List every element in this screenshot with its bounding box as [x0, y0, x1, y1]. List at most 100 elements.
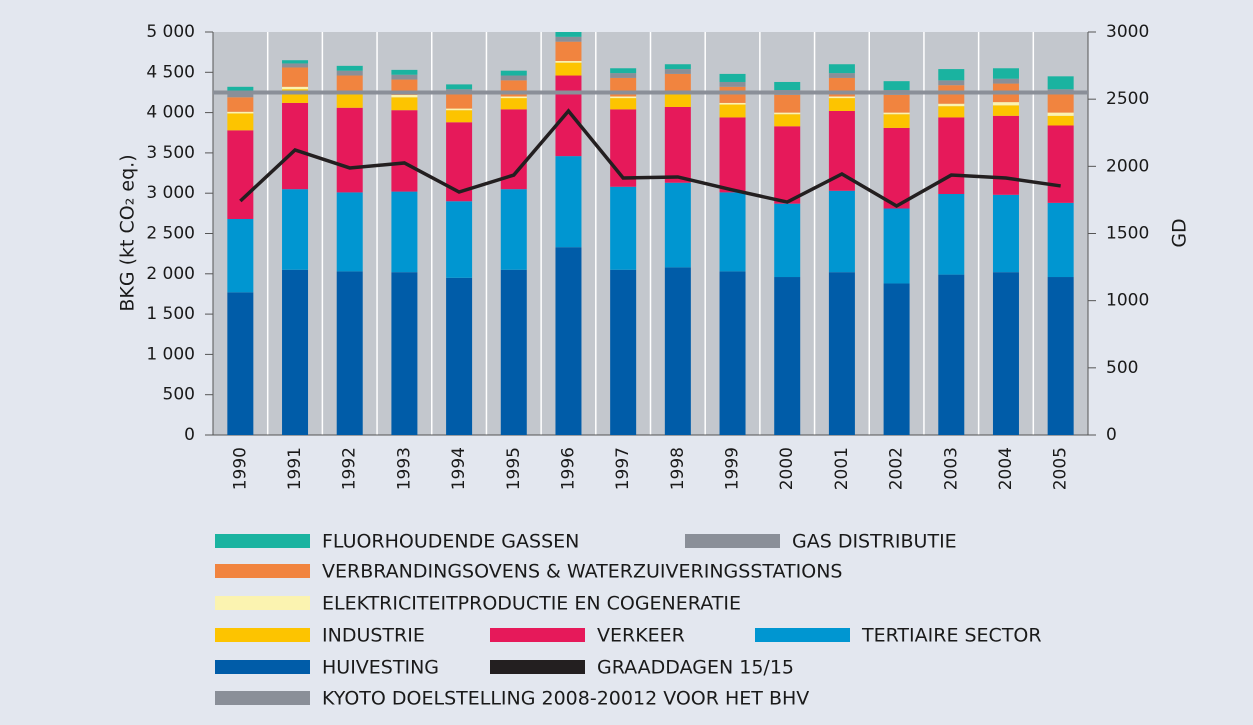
bar-segment — [446, 94, 473, 109]
bar-segment — [610, 68, 637, 74]
y-tick-label: 2 500 — [146, 224, 195, 244]
bar-segment — [719, 117, 746, 193]
bar-segment — [938, 80, 965, 86]
bar-segment — [938, 69, 965, 81]
legend-swatch — [755, 628, 850, 642]
bar-segment — [828, 190, 855, 273]
bar-segment — [774, 277, 801, 435]
y2-tick-label: 3000 — [1106, 22, 1149, 42]
bar-segment — [719, 102, 746, 105]
bar-segment — [719, 86, 746, 103]
y-tick-label: 3 000 — [146, 183, 195, 203]
line — [239, 108, 1061, 208]
bar-segment — [500, 189, 527, 270]
legend-label: FLUORHOUDENDE GASSEN — [322, 531, 579, 553]
legend-swatch — [215, 691, 310, 705]
bar-segment — [336, 75, 363, 92]
bar-segment — [992, 68, 1019, 79]
bar-segment — [938, 274, 965, 435]
y2-tick-label: 2500 — [1106, 89, 1149, 109]
x-tick-label: 1993 — [394, 447, 414, 490]
x-tick-label: 1991 — [285, 447, 305, 490]
bar-segment — [391, 74, 418, 80]
bar-segment — [227, 111, 254, 114]
bar-segment — [1047, 115, 1074, 126]
bar-segment — [555, 32, 582, 37]
bar-segment — [391, 94, 418, 98]
bar-segment — [664, 73, 691, 93]
bar-segment — [992, 272, 1019, 435]
bar-segment — [555, 41, 582, 62]
legend-swatch — [215, 628, 310, 642]
legend-swatch — [490, 628, 585, 642]
bar-segment — [719, 104, 746, 118]
x-tick-label: 1999 — [723, 447, 743, 490]
bar-segment — [938, 194, 965, 275]
bar-segment — [610, 98, 637, 110]
legend-label: HUIVESTING — [322, 657, 439, 679]
bar-segment — [227, 292, 254, 435]
bar-segment — [664, 106, 691, 183]
y2-tick-label: 1500 — [1106, 224, 1149, 244]
bar-segment — [828, 96, 855, 99]
bar-segment — [555, 156, 582, 248]
bar-segment — [1047, 277, 1074, 435]
bar-segment — [664, 69, 691, 74]
bar-segment — [828, 98, 855, 111]
bar-segment — [391, 69, 418, 75]
x-tick-label: 1996 — [558, 447, 578, 490]
legend-swatch — [215, 660, 310, 674]
bar-segment — [883, 94, 910, 113]
bar-segment — [883, 127, 910, 209]
y-tick-label: 5 000 — [146, 22, 195, 42]
bar-segment — [282, 269, 309, 435]
bar-segment — [610, 73, 637, 78]
bar-segment — [938, 85, 965, 104]
bar-segment — [992, 194, 1019, 273]
bar-segment — [774, 94, 801, 113]
bar-segment — [446, 110, 473, 123]
bar-segment — [336, 271, 363, 435]
legend-swatch — [215, 564, 310, 578]
bar-segment — [938, 106, 965, 118]
bar-segment — [336, 70, 363, 76]
bar-segment — [610, 186, 637, 270]
bar-segment — [446, 277, 473, 435]
y-tick-label: 2 000 — [146, 264, 195, 284]
bar-segment — [227, 130, 254, 219]
bar-segment — [992, 102, 1019, 106]
bar-segment — [774, 126, 801, 204]
bar-segment — [664, 64, 691, 70]
bar-segment — [992, 105, 1019, 116]
bar-segment — [883, 81, 910, 91]
y-tick-label: 500 — [163, 385, 195, 405]
bar-segment — [664, 267, 691, 435]
bar-segment — [227, 97, 254, 112]
bar-segment — [500, 75, 527, 81]
bar-segment — [500, 70, 527, 76]
bar-segment — [282, 189, 309, 270]
legend-label: GAS DISTRIBUTIE — [792, 531, 957, 553]
x-tick-label: 1995 — [504, 447, 524, 490]
bar-segment — [555, 62, 582, 76]
bar-segment — [500, 269, 527, 435]
bar-segment — [555, 247, 582, 435]
y2-tick-label: 2000 — [1106, 156, 1149, 176]
bar-segment — [555, 36, 582, 42]
x-tick-label: 1998 — [668, 447, 688, 490]
bar-segment — [883, 112, 910, 115]
bar-segment — [883, 283, 910, 435]
bar-segment — [391, 110, 418, 192]
x-tick-label: 1990 — [230, 447, 250, 490]
legend-label: INDUSTRIE — [322, 625, 425, 647]
bar-segment — [883, 114, 910, 128]
bar-segment — [282, 102, 309, 190]
legend-swatch — [490, 660, 585, 674]
bar-segment — [336, 94, 363, 108]
bar-segment — [555, 75, 582, 157]
bar-segment — [227, 218, 254, 293]
legend-swatch — [215, 596, 310, 610]
y-tick-label: 1 500 — [146, 304, 195, 324]
y2-axis-label: GD — [1169, 218, 1191, 247]
y2-tick-label: 500 — [1106, 358, 1138, 378]
